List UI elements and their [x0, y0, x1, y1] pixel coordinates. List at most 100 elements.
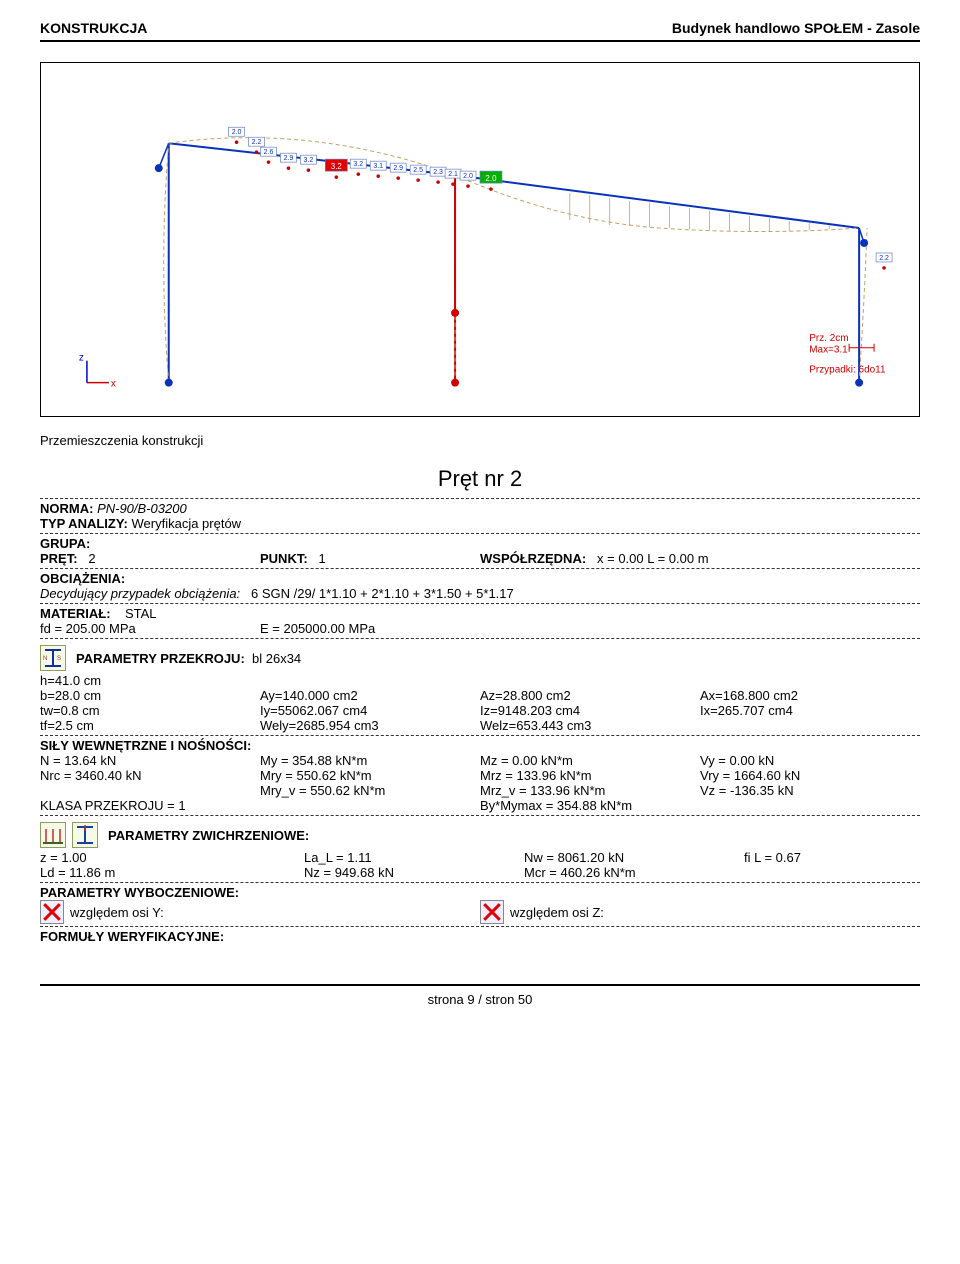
svg-text:Przypadki: 6do11: Przypadki: 6do11 — [809, 365, 886, 376]
svg-text:Prz. 2cm: Prz. 2cm — [809, 333, 848, 344]
sily-r1: N = 13.64 kN My = 354.88 kN*m Mz = 0.00 … — [40, 753, 920, 768]
svg-text:N: N — [43, 656, 47, 662]
zwich-label: PARAMETRY ZWICHRZENIOWE: — [108, 828, 309, 843]
svg-text:2.9: 2.9 — [284, 155, 294, 162]
svg-text:x: x — [111, 379, 116, 390]
svg-text:2.1: 2.1 — [448, 171, 458, 178]
cell: Mrz = 133.96 kN*m — [480, 768, 700, 783]
cell: Mz = 0.00 kN*m — [480, 753, 700, 768]
wsp-label: WSPÓŁRZĘDNA: — [480, 551, 586, 566]
norma-row: NORMA: PN-90/B-03200 — [40, 501, 920, 516]
cell: Ay=140.000 cm2 — [260, 688, 480, 703]
cell: Wely=2685.954 cm3 — [260, 718, 480, 733]
cell: tw=0.8 cm — [40, 703, 260, 718]
cross-icon — [480, 900, 504, 924]
svg-text:3.2: 3.2 — [304, 157, 314, 164]
typ-row: TYP ANALIZY: Weryfikacja prętów — [40, 516, 920, 531]
mat-name: STAL — [125, 606, 157, 621]
cell: Vz = -136.35 kN — [700, 783, 920, 798]
cell: b=28.0 cm — [40, 688, 260, 703]
sily-r2: Nrc = 3460.40 kN Mry = 550.62 kN*m Mrz =… — [40, 768, 920, 783]
typ-value: Weryfikacja prętów — [132, 516, 242, 531]
cell: Vy = 0.00 kN — [700, 753, 920, 768]
sily-label: SIŁY WEWNĘTRZNE I NOŚNOŚCI: — [40, 738, 920, 753]
separator — [40, 533, 920, 534]
svg-text:2.5: 2.5 — [413, 167, 423, 174]
cell: z = 1.00 — [40, 850, 304, 865]
sily-r3: Mry_v = 550.62 kN*m Mrz_v = 133.96 kN*m … — [40, 783, 920, 798]
svg-text:2.6: 2.6 — [264, 149, 274, 156]
zwich-head: PARAMETRY ZWICHRZENIOWE: — [40, 822, 920, 848]
header-left: KONSTRUKCJA — [40, 20, 147, 36]
element-title: Pręt nr 2 — [40, 466, 920, 492]
mat-e: E = 205000.00 MPa — [260, 621, 480, 636]
przekroj-r2: tw=0.8 cm Iy=55062.067 cm4 Iz=9148.203 c… — [40, 703, 920, 718]
separator — [40, 568, 920, 569]
cell: Mcr = 460.26 kN*m — [524, 865, 744, 880]
buckling-icon-1 — [40, 822, 66, 848]
osi-z: względem osi Z: — [510, 905, 604, 920]
mat-label: MATERIAŁ: — [40, 606, 111, 621]
separator — [40, 498, 920, 499]
svg-text:2.0: 2.0 — [232, 129, 242, 136]
obc-value: 6 SGN /29/ 1*1.10 + 2*1.10 + 3*1.50 + 5*… — [251, 586, 514, 601]
cell: Mry = 550.62 kN*m — [260, 768, 480, 783]
section-icon: N S — [40, 645, 66, 671]
svg-text:2.2: 2.2 — [252, 139, 262, 146]
cell: Nz = 949.68 kN — [304, 865, 524, 880]
svg-text:2.0: 2.0 — [463, 173, 473, 180]
cell: La_L = 1.11 — [304, 850, 524, 865]
header-right: Budynek handlowo SPOŁEM - Zasole — [672, 20, 920, 36]
cell: Ld = 11.86 m — [40, 865, 304, 880]
norma-label: NORMA: — [40, 501, 93, 516]
zwich-r1: z = 1.00 La_L = 1.11 Nw = 8061.20 kN fi … — [40, 850, 920, 865]
cell: fi L = 0.67 — [744, 850, 920, 865]
przekroj-r1: b=28.0 cm Ay=140.000 cm2 Az=28.800 cm2 A… — [40, 688, 920, 703]
cell: Az=28.800 cm2 — [480, 688, 700, 703]
svg-text:z: z — [79, 353, 84, 364]
przekroj-r3: tf=2.5 cm Wely=2685.954 cm3 Welz=653.443… — [40, 718, 920, 733]
cell: KLASA PRZEKROJU = 1 — [40, 798, 260, 813]
obc-desc: Decydujący przypadek obciążenia: — [40, 586, 240, 601]
cell: Mrz_v = 133.96 kN*m — [480, 783, 700, 798]
formuly-label: FORMUŁY WERYFIKACYJNE: — [40, 929, 920, 944]
cell: Welz=653.443 cm3 — [480, 718, 700, 733]
przekroj-h: h=41.0 cm — [40, 673, 920, 688]
separator — [40, 735, 920, 736]
mat-fd: fd = 205.00 MPa — [40, 621, 260, 636]
wsp-value: x = 0.00 L = 0.00 m — [597, 551, 709, 566]
cross-icon — [40, 900, 64, 924]
cell: tf=2.5 cm — [40, 718, 260, 733]
grupa-label: GRUPA: — [40, 536, 920, 551]
osi-y: względem osi Y: — [70, 905, 164, 920]
svg-text:3.2: 3.2 — [353, 161, 363, 168]
cell: Nw = 8061.20 kN — [524, 850, 744, 865]
cell — [40, 783, 260, 798]
cell: Iy=55062.067 cm4 — [260, 703, 480, 718]
structure-diagram: xz2.02.22.62.93.23.23.23.12.92.52.32.12.… — [40, 62, 920, 417]
page-footer: strona 9 / stron 50 — [40, 984, 920, 1007]
norma-value: PN-90/B-03200 — [97, 501, 187, 516]
separator — [40, 815, 920, 816]
przekroj-label: PARAMETRY PRZEKROJU: — [76, 651, 245, 666]
obc-label: OBCIĄŻENIA: — [40, 571, 920, 586]
zwich-r2: Ld = 11.86 m Nz = 949.68 kN Mcr = 460.26… — [40, 865, 920, 880]
typ-label: TYP ANALIZY: — [40, 516, 128, 531]
svg-text:2.0: 2.0 — [485, 174, 497, 183]
mat-row: MATERIAŁ: STAL — [40, 606, 920, 621]
cell: Vry = 1664.60 kN — [700, 768, 920, 783]
cell — [744, 865, 920, 880]
svg-text:S: S — [57, 656, 61, 662]
svg-text:Max=3.1: Max=3.1 — [809, 345, 848, 356]
cell: By*Mymax = 354.88 kN*m — [480, 798, 700, 813]
pret-label: PRĘT: — [40, 551, 78, 566]
cell: Mry_v = 550.62 kN*m — [260, 783, 480, 798]
separator — [40, 882, 920, 883]
separator — [40, 926, 920, 927]
obc-line: Decydujący przypadek obciążenia: 6 SGN /… — [40, 586, 920, 601]
przekroj-head: N S PARAMETRY PRZEKROJU: bl 26x34 — [40, 645, 920, 671]
cell: Nrc = 3460.40 kN — [40, 768, 260, 783]
separator — [40, 603, 920, 604]
przekroj-name: bl 26x34 — [252, 651, 301, 666]
svg-text:3.1: 3.1 — [373, 163, 383, 170]
